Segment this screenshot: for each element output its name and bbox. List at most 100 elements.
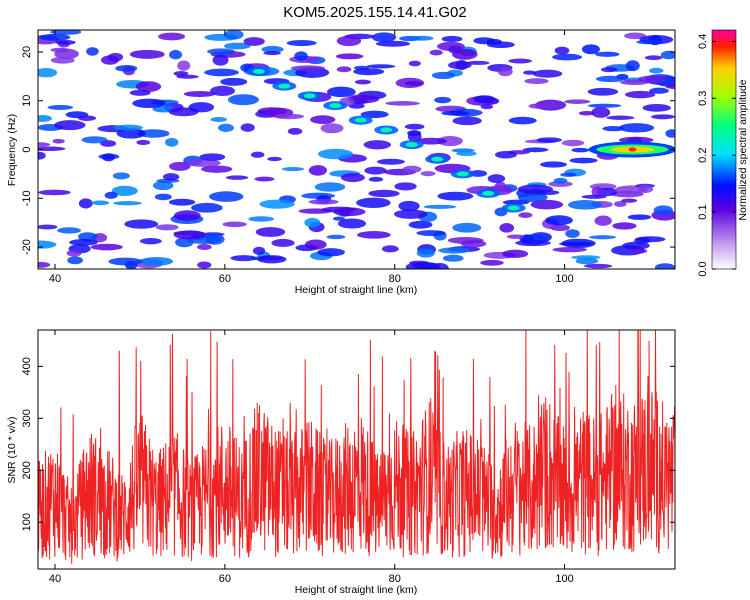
heatmap-blob: [480, 104, 494, 110]
colorbar-ticks: 0.0 0.1 0.2 0.3 0.4: [697, 34, 736, 277]
heatmap-blob: [589, 235, 616, 240]
heatmap-blob: [600, 67, 618, 73]
heatmap-blob: [115, 65, 138, 72]
heatmap-blob: [165, 137, 179, 147]
heatmap-blob: [326, 86, 356, 98]
heatmap-blob: [627, 214, 652, 220]
heatmap-blob: [618, 123, 655, 133]
heatmap-blob: [50, 56, 75, 64]
heatmap-ridge-core: [507, 205, 520, 211]
heatmap-blob: [38, 151, 46, 160]
heatmap-blob: [314, 182, 346, 192]
heatmap-blob: [204, 68, 239, 77]
heatmap-blob: [653, 205, 673, 215]
heatmap-blob: [254, 176, 275, 182]
snr-x-tick-label: 40: [49, 573, 61, 585]
heatmap-blob: [38, 146, 66, 152]
heatmap-blob: [416, 230, 446, 237]
heatmap-blob: [649, 67, 664, 74]
figure-title: KOM5.2025.155.14.41.G02: [283, 4, 466, 21]
spectrogram-y-tick-label: 0: [21, 146, 33, 152]
heatmap-blob: [571, 255, 601, 260]
heatmap-blob: [335, 53, 364, 60]
heatmap-blob: [522, 147, 549, 153]
heatmap-blob: [199, 153, 226, 161]
heatmap-blob: [113, 124, 143, 131]
heatmap-ridge-core: [405, 142, 418, 148]
heatmap-blob: [587, 87, 619, 96]
heatmap-blob: [287, 127, 303, 135]
heatmap-blob: [404, 81, 424, 86]
heatmap-blob: [321, 206, 356, 213]
heatmap-blob: [644, 55, 663, 60]
heatmap-blob: [591, 107, 611, 118]
heatmap-blob: [650, 114, 675, 120]
heatmap-blob: [158, 32, 186, 41]
heatmap-blob: [326, 234, 346, 240]
heatmap-blob: [376, 158, 405, 165]
heatmap-blob: [222, 221, 247, 228]
heatmap-blob: [357, 231, 391, 239]
heatmap-blob: [434, 96, 452, 104]
snr-y-axis-label: SNR (10 * v/v): [6, 416, 18, 483]
colorbar-tick-label: 0.4: [697, 34, 709, 49]
heatmap-blob: [452, 116, 482, 126]
heatmap-blob: [255, 227, 286, 237]
heatmap-blob: [637, 184, 654, 194]
heatmap-blob: [571, 147, 590, 153]
spectrogram-y-tick-label: -20: [21, 239, 33, 255]
heatmap-blob: [90, 243, 123, 251]
colorbar-tick-label: 0.1: [697, 204, 709, 219]
heatmap-blob: [230, 255, 257, 262]
heatmap-blob: [404, 123, 425, 130]
spectrogram-x-tick-label: 60: [219, 273, 231, 285]
snr-axes: 40 60 80 100 100 200 300 400: [21, 330, 675, 585]
heatmap-blob: [259, 199, 295, 209]
heatmap-blob: [416, 248, 435, 258]
heatmap-blob: [273, 113, 305, 120]
heatmap-blob: [456, 151, 477, 157]
snr-y-tick-label: 300: [21, 409, 33, 427]
heatmap-blob: [561, 139, 585, 147]
heatmap-blob: [438, 247, 470, 254]
heatmap-blob: [430, 263, 449, 269]
heatmap-blob: [39, 33, 71, 41]
heatmap-blob: [207, 48, 236, 55]
heatmap-blob: [624, 32, 647, 40]
heatmap-blob: [460, 239, 487, 248]
heatmap-blob: [47, 104, 74, 110]
heatmap-ridge-core: [456, 171, 469, 177]
heatmap-blob: [162, 173, 180, 181]
heatmap-blob: [448, 61, 472, 70]
heatmap-blob: [50, 47, 70, 53]
heatmap-blob: [173, 70, 189, 77]
heatmap-blob: [606, 115, 635, 120]
heatmap-blob: [336, 66, 352, 73]
heatmap-blob: [536, 137, 563, 143]
snr-x-tick-label: 80: [389, 573, 401, 585]
heatmap-blob: [423, 204, 457, 209]
heatmap-blob: [38, 224, 58, 230]
spectrogram-x-axis-label: Height of straight line (km): [295, 284, 418, 296]
heatmap-blob: [612, 222, 637, 230]
heatmap-blob: [530, 199, 564, 210]
heatmap-blob: [486, 41, 515, 48]
heatmap-blob: [360, 110, 389, 119]
heatmap-blob: [502, 249, 529, 258]
heatmap-blob: [111, 185, 138, 196]
heatmap-blob: [185, 159, 221, 167]
heatmap-blob: [518, 212, 533, 218]
heatmap-blob: [660, 50, 675, 60]
heatmap-blob: [112, 172, 130, 180]
heatmap-blob: [271, 238, 295, 247]
heatmap-blob: [441, 110, 470, 116]
heatmap-blob: [308, 165, 327, 176]
colorbar-tick-label: 0.0: [697, 261, 709, 276]
heatmap-blob: [67, 256, 83, 265]
heatmap-blob: [408, 220, 433, 229]
heatmap-blob: [402, 165, 422, 173]
heatmap-ridge-core: [354, 117, 367, 123]
spectrogram-y-tick-label: 20: [21, 46, 33, 58]
heatmap-blob: [398, 200, 420, 212]
heatmap-blob: [409, 35, 434, 41]
